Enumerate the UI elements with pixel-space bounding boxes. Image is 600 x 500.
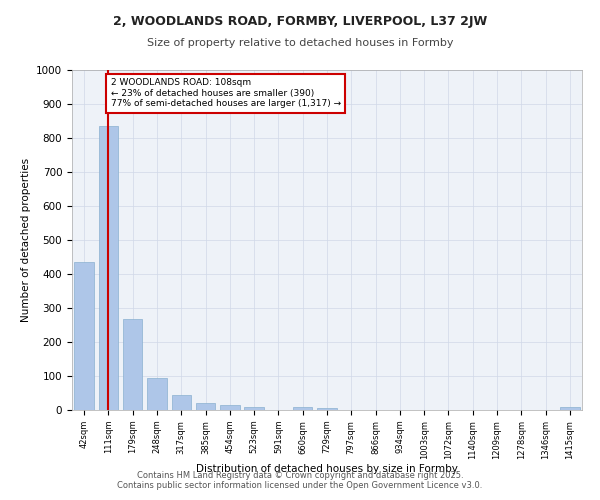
Bar <box>220 405 239 410</box>
X-axis label: Distribution of detached houses by size in Formby: Distribution of detached houses by size … <box>196 464 458 474</box>
Text: Size of property relative to detached houses in Formby: Size of property relative to detached ho… <box>147 38 453 48</box>
Bar <box>244 406 264 410</box>
Bar <box>293 406 313 410</box>
Y-axis label: Number of detached properties: Number of detached properties <box>20 158 31 322</box>
Bar <box>196 403 215 410</box>
Bar <box>560 408 580 410</box>
Bar <box>123 319 142 410</box>
Text: Contains HM Land Registry data © Crown copyright and database right 2025.
Contai: Contains HM Land Registry data © Crown c… <box>118 470 482 490</box>
Bar <box>147 378 167 410</box>
Bar <box>317 408 337 410</box>
Text: 2 WOODLANDS ROAD: 108sqm
← 23% of detached houses are smaller (390)
77% of semi-: 2 WOODLANDS ROAD: 108sqm ← 23% of detach… <box>111 78 341 108</box>
Bar <box>99 126 118 410</box>
Bar <box>74 262 94 410</box>
Bar <box>172 394 191 410</box>
Text: 2, WOODLANDS ROAD, FORMBY, LIVERPOOL, L37 2JW: 2, WOODLANDS ROAD, FORMBY, LIVERPOOL, L3… <box>113 15 487 28</box>
